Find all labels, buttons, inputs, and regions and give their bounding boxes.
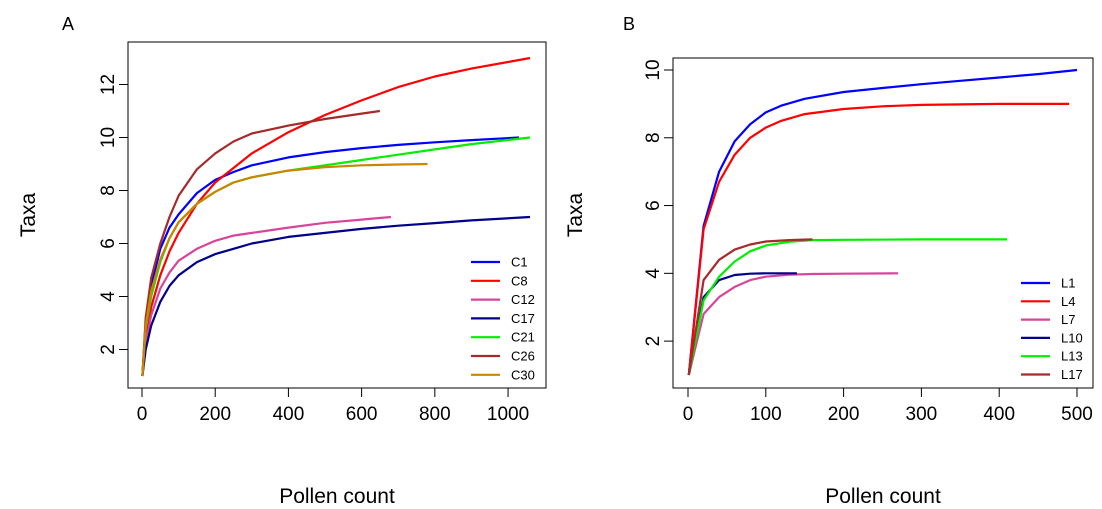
panel-label: A [62, 14, 74, 34]
y-tick-label: 4 [643, 268, 664, 279]
y-tick-label: 10 [98, 127, 119, 148]
x-axis-title: Pollen count [825, 485, 941, 508]
x-axis-title: Pollen count [279, 485, 395, 508]
legend-entry: C26 [511, 349, 535, 364]
legend-entry: L17 [1061, 367, 1083, 382]
legend-entry: C30 [511, 367, 535, 382]
x-axis: 0 200 400 600 800 1000 [137, 387, 529, 425]
series-line-c8 [141, 56, 531, 377]
x-tick-label: 200 [199, 404, 231, 425]
series-line-c30 [141, 162, 428, 377]
chart-panel-b: B 0 100 200 300 400 500 2 4 6 8 10 Pollen count T… [564, 14, 1094, 508]
x-axis: 0 100 200 300 400 500 [683, 387, 1093, 425]
x-tick-label: 500 [1061, 404, 1093, 425]
x-tick-label: 0 [137, 404, 148, 425]
series-line-l1 [687, 68, 1078, 376]
y-tick-label: 2 [643, 336, 664, 347]
y-tick-label: 8 [643, 132, 664, 143]
series-line-l7 [687, 272, 899, 376]
y-axis: 2 4 6 8 10 [643, 59, 674, 347]
x-tick-label: 200 [828, 404, 860, 425]
y-axis: 2 4 6 8 10 12 [98, 74, 129, 355]
chart-panel-a: A 0 200 400 600 800 1000 2 4 6 8 10 12 Pollen coun… [17, 14, 547, 508]
series-line-c21 [141, 136, 531, 377]
panel-label: B [623, 14, 635, 34]
x-tick-label: 100 [750, 404, 782, 425]
legend-entry: L7 [1061, 312, 1075, 327]
y-tick-label: 10 [643, 59, 664, 80]
series-lines [687, 68, 1078, 376]
y-tick-label: 2 [98, 344, 119, 355]
series-line-c12 [141, 215, 391, 377]
y-axis-title: Taxa [17, 193, 40, 238]
legend: L1 L4 L7 L10 L13 L17 [1021, 276, 1083, 382]
series-line-c1 [141, 136, 520, 377]
legend-entry: L10 [1061, 330, 1083, 345]
x-tick-label: 600 [346, 404, 378, 425]
x-tick-label: 400 [273, 404, 305, 425]
series-lines [141, 56, 531, 377]
y-tick-label: 12 [98, 74, 119, 95]
series-line-c26 [141, 109, 381, 377]
legend-entry: C17 [511, 311, 535, 326]
series-line-l17 [687, 238, 813, 376]
x-tick-label: 800 [419, 404, 451, 425]
x-tick-label: 0 [683, 404, 694, 425]
y-tick-label: 6 [98, 238, 119, 249]
legend-entry: C12 [511, 292, 535, 307]
legend-entry: C21 [511, 330, 535, 345]
y-axis-title: Taxa [564, 193, 587, 238]
legend-entry: C1 [511, 255, 528, 270]
y-tick-label: 6 [643, 200, 664, 211]
legend-entry: C8 [511, 273, 528, 288]
legend-entry: L4 [1061, 294, 1075, 309]
legend-entry: L13 [1061, 349, 1083, 364]
y-tick-label: 8 [98, 185, 119, 196]
legend-entry: L1 [1061, 276, 1075, 291]
x-tick-label: 1000 [487, 404, 529, 425]
legend: C1 C8 C12 C17 C21 C26 C30 [471, 255, 535, 382]
series-line-l4 [687, 102, 1070, 376]
series-line-c17 [141, 215, 531, 377]
series-line-l13 [687, 238, 1007, 376]
x-tick-label: 300 [906, 404, 938, 425]
x-tick-label: 400 [983, 404, 1015, 425]
series-line-l10 [687, 272, 797, 376]
y-tick-label: 4 [98, 291, 119, 302]
